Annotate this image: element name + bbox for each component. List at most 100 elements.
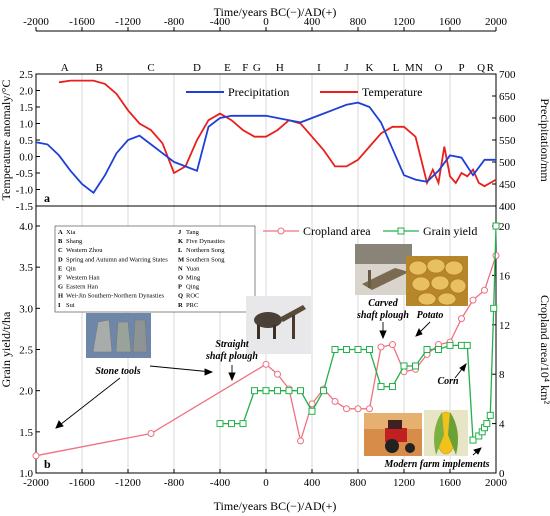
period-letter: G [253,62,261,74]
grain-yield-line-point [354,346,362,353]
y2-tick-label: 550 [499,135,516,147]
grain-yield-line-point [366,346,373,353]
y2-tick-label: 8 [499,369,505,381]
period-letter: J [344,62,349,74]
cropland-line-point [343,405,350,413]
grain-yield-line-point [216,420,224,428]
dynasty-key: D [58,256,63,263]
panel-label: b [44,457,51,471]
precipitation-line [35,101,496,195]
dynasty-name: Western Zhou [66,247,103,254]
annotations: Stone tools Straight shaft plough Carved… [95,298,489,470]
carved-plough-label-1: Carved [368,298,398,309]
dynasty-name: Five Dynasties [186,238,225,245]
grain-yield-line-point [486,411,494,419]
dynasty-key: C [58,247,63,254]
y-axis-label: Grain yield/t/ha [0,311,13,387]
dynasty-key: F [58,275,62,282]
grain-yield-line-point [469,436,477,444]
cropland-line-point [366,405,373,413]
grain-yield-line-point [490,304,498,312]
period-letter: M [405,62,415,74]
dynasty-key: L [178,247,183,254]
cropland-line-point [354,405,362,413]
carved-plough-label-2: shaft plough [356,310,409,321]
grain-yield-line-point [389,383,396,391]
panel-label: a [44,191,50,205]
y2-axis-label: Precipitation/mm [538,98,550,182]
grain-yield-line-point [377,383,385,391]
top-tick-label: 0 [263,16,269,28]
y-tick-label: 2.5 [19,345,33,357]
y2-tick-label: 4 [499,419,505,431]
dynasty-key: E [58,265,62,272]
dynasty-key: I [58,302,61,309]
straight-plough-image [246,296,311,354]
legend-grain-marker [397,227,405,235]
dynasty-name: Sui [66,302,75,309]
x-tick-label: -1200 [115,477,141,489]
y2-tick-label: 450 [499,179,516,191]
y-tick-label: 1.5 [19,102,33,114]
y-tick-label: -1.0 [16,185,34,197]
dynasty-name: Eastern Han [66,284,99,291]
top-tick-label: 400 [304,16,321,28]
dynasty-name: Western Han [66,275,100,282]
dynasty-name: ROC [186,293,199,300]
y2-tick-label: 16 [499,270,511,282]
dynasty-legend-box [54,225,256,313]
top-tick-label: -2000 [23,16,49,28]
period-letter: L [393,62,400,74]
grain-yield-line-point [297,387,304,395]
grain-yield-line-point [331,346,339,353]
top-tick-label: -400 [210,16,231,28]
period-letter: H [276,62,284,74]
period-letter: C [147,62,154,74]
cropland-line-point [331,397,339,405]
x-tick-label: 1600 [439,477,462,489]
cropland-line-point [308,400,316,408]
y-axis-label: Temperature anomaly/°C [0,80,13,201]
grain-yield-line-point [412,362,419,370]
cropland-line-point [481,286,488,294]
grain-yield-line-point [483,420,491,428]
top-tick-label: 800 [350,16,367,28]
grain-yield-line-point [463,341,471,349]
period-letter: F [242,62,248,74]
legend-temp-label: Temperature [362,85,422,99]
cropland-line-point [389,341,396,349]
cropland-line-point [458,315,465,323]
dynasty-key: B [58,238,63,245]
grain-yield-line-point [435,346,442,353]
top-time-axis: -2000 -1600 -1200 -800 -400 0 400 800 1200 1600 20… [23,16,508,32]
top-axis-title: Time/years BC(−)/AD(+) [214,5,337,19]
grain-yield-line-point [285,387,293,395]
period-letter: P [458,62,464,74]
grain-yield-line-point [423,346,431,353]
legend-precip-label: Precipitation [228,85,289,99]
y-tick-label: 0.0 [19,152,33,164]
y-tick-label: 1.0 [19,119,33,131]
top-tick-label: 1200 [393,16,416,28]
straight-plough-label-2: shaft plough [205,351,258,362]
x-tick-label: -400 [210,477,231,489]
y-tick-label: 1.5 [19,427,33,439]
top-tick-label: 2000 [485,16,508,28]
potato-image [406,256,468,306]
grain-yield-line-point [446,341,454,349]
grain-yield-line-point [262,387,270,395]
top-tick-label: -800 [164,16,185,28]
period-letter: R [487,62,495,74]
grain-yield-line-point [458,341,465,349]
y2-tick-label: 12 [499,320,510,332]
x-tick-label: 400 [304,477,321,489]
dynasty-name: Spring and Autumn and Warring States [66,256,168,263]
dynasty-name: Wei-Jin Southern-Northern Dynasties [66,293,165,300]
dynasty-name: Qin [66,265,77,272]
y-tick-label: 1.0 [19,468,33,480]
legend-cropland-label: Cropland area [303,224,371,238]
dynasty-key: M [178,256,184,263]
y-tick-label: 2.0 [19,386,33,398]
